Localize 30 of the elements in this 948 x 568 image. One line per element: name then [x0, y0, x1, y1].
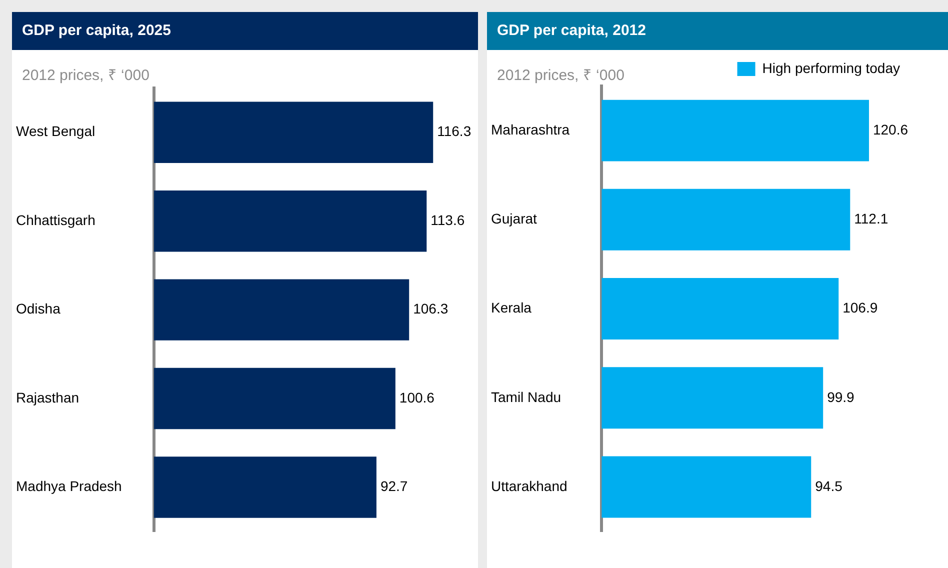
data-label: 99.9 [827, 388, 855, 405]
data-label: 106.9 [842, 300, 878, 316]
y-tick-label: Gujarat [491, 210, 538, 227]
y-tick-label: Chhattisgarh [16, 212, 96, 228]
y-tick-label: Maharashtra [491, 121, 570, 138]
data-label: 92.7 [380, 478, 408, 494]
bar [602, 367, 824, 429]
chart-title: GDP per capita, 2012 [487, 12, 948, 50]
data-label: 120.6 [872, 121, 908, 138]
chart-subtitle: 2012 prices, ₹ ‘000 [22, 66, 150, 84]
y-tick-label: West Bengal [16, 123, 96, 140]
data-label: 116.3 [437, 123, 472, 140]
y-tick-label: Madhya Pradesh [16, 478, 122, 494]
bar [602, 188, 850, 250]
y-tick-label: Kerala [491, 300, 532, 316]
legend-label: High performing today [762, 60, 900, 76]
chart-title: GDP per capita, 2025 [12, 12, 478, 50]
data-label: 106.3 [413, 300, 448, 317]
y-tick-label: Rajasthan [16, 389, 80, 406]
bar [602, 100, 869, 162]
chart-subtitle: 2012 prices, ₹ ‘000 [497, 66, 624, 84]
data-label: 94.5 [815, 478, 843, 494]
y-tick-label: Uttarakhand [491, 478, 568, 494]
y-tick-label: Tamil Nadu [491, 388, 562, 405]
y-tick-label: Odisha [16, 300, 61, 317]
data-label: 100.6 [399, 389, 435, 406]
bar [602, 456, 812, 518]
data-label: 112.1 [854, 210, 888, 227]
data-label: 113.6 [430, 212, 465, 228]
bar [602, 278, 839, 340]
